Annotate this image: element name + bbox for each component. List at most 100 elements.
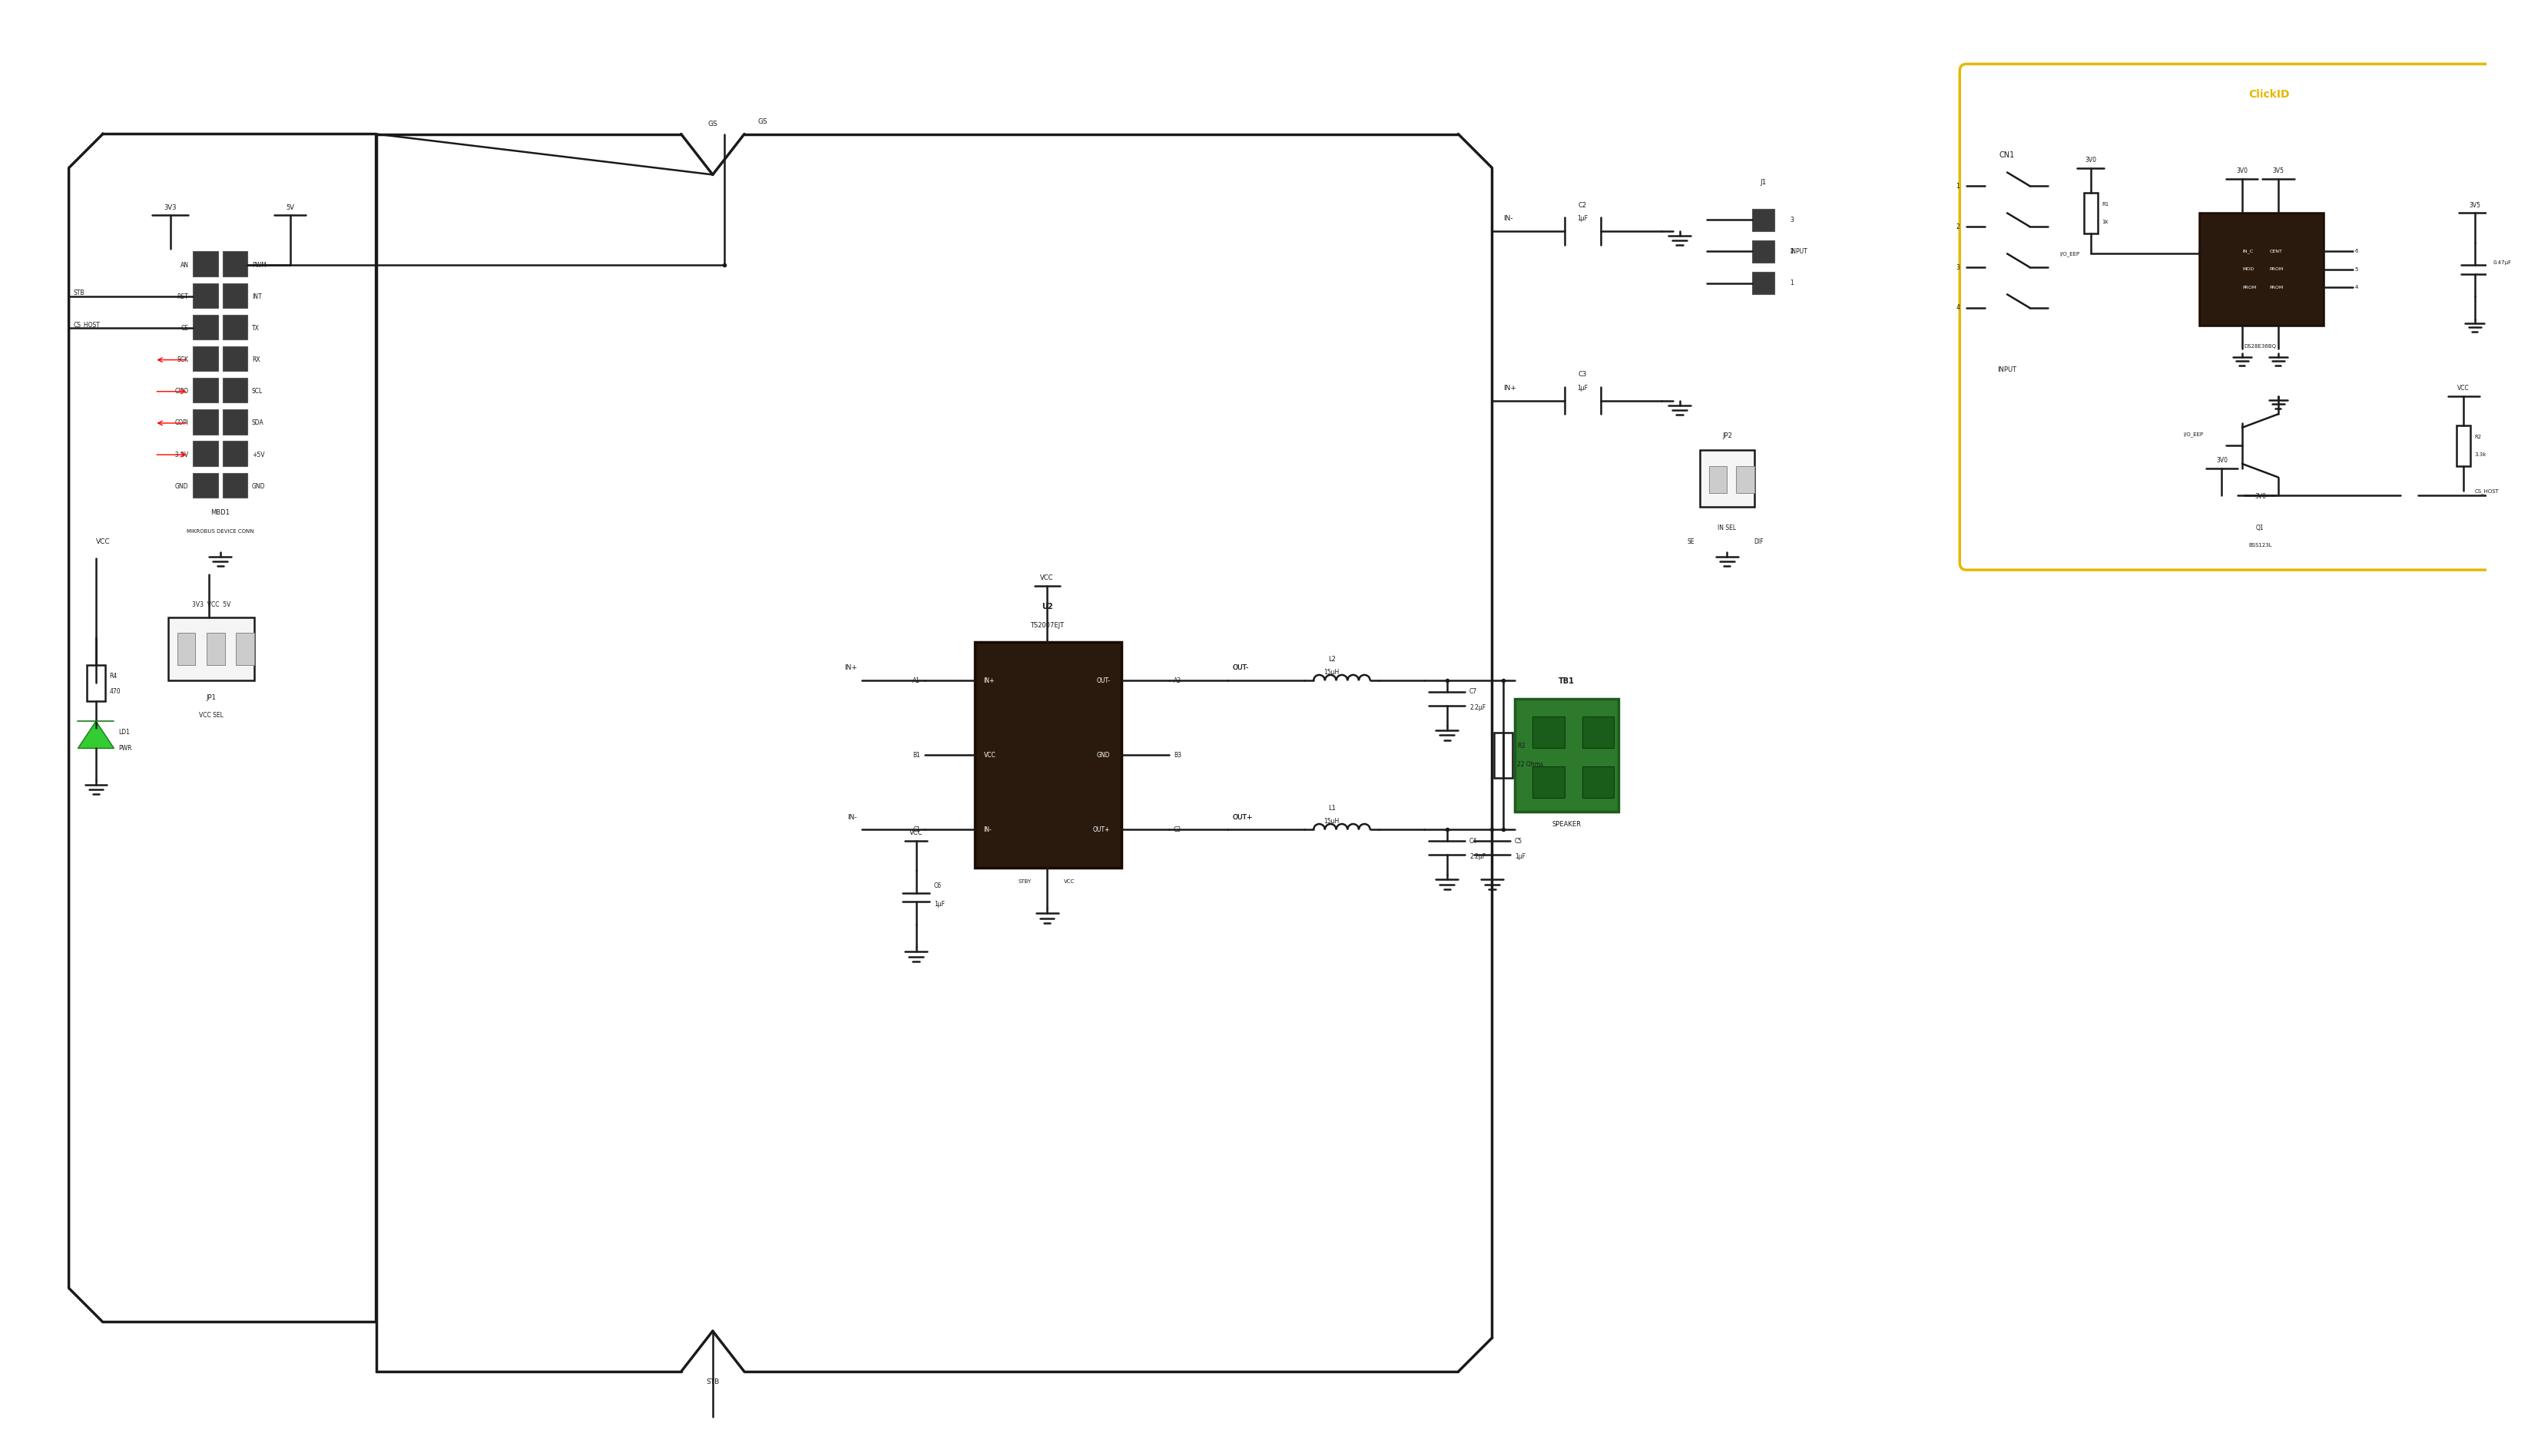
Text: I/O_EEP: I/O_EEP	[2058, 250, 2079, 256]
Text: C4: C4	[1469, 837, 1476, 844]
Bar	[1700, 450, 1753, 507]
Text: TB1: TB1	[1558, 677, 1575, 686]
Text: SE: SE	[1687, 539, 1695, 545]
Text: 3V0: 3V0	[2236, 167, 2249, 175]
Text: 1: 1	[1957, 182, 1959, 189]
Text: PWM: PWM	[252, 262, 267, 268]
Bar	[168, 617, 254, 680]
Text: C2: C2	[1578, 201, 1586, 208]
Text: 0.47μF: 0.47μF	[2493, 261, 2511, 265]
Text: IN+: IN+	[844, 664, 856, 671]
Bar	[224, 282, 246, 307]
Bar	[1494, 732, 1512, 778]
Text: 4: 4	[2356, 285, 2358, 290]
Bar	[1736, 466, 1753, 494]
Text: 2.2μF: 2.2μF	[1469, 705, 1486, 711]
Bar	[1710, 466, 1728, 494]
Text: INT: INT	[252, 293, 262, 300]
Bar	[2457, 425, 2470, 466]
Text: 470: 470	[109, 689, 122, 696]
Polygon shape	[79, 721, 114, 748]
Text: 3: 3	[1791, 217, 1794, 223]
Text: COPI: COPI	[175, 419, 188, 427]
Bar	[2198, 213, 2322, 326]
Text: CN1: CN1	[2000, 151, 2015, 159]
Text: 3V5: 3V5	[2470, 201, 2480, 208]
Text: OUT-: OUT-	[1098, 677, 1110, 684]
Text: VCC: VCC	[1065, 879, 1075, 884]
Text: 3V3: 3V3	[165, 204, 178, 211]
Text: VCC: VCC	[983, 751, 996, 759]
Text: CENT: CENT	[2269, 249, 2282, 253]
Text: VCC: VCC	[910, 830, 922, 836]
Bar	[193, 314, 219, 339]
Text: IN-: IN-	[849, 814, 856, 821]
Text: 15μH: 15μH	[1324, 818, 1339, 826]
Text: J1: J1	[1761, 179, 1766, 186]
Text: 2: 2	[1791, 248, 1794, 255]
Text: TX: TX	[252, 325, 259, 332]
Text: 4: 4	[1957, 304, 1959, 312]
Bar	[224, 473, 246, 498]
Text: A3: A3	[1174, 677, 1182, 684]
Text: 5V: 5V	[287, 204, 295, 211]
Text: C6: C6	[935, 882, 943, 890]
Text: L2: L2	[1329, 655, 1337, 662]
Text: 1: 1	[1791, 280, 1794, 287]
Text: LD1: LD1	[119, 729, 130, 735]
Text: IN-: IN-	[1504, 215, 1512, 223]
Text: PROM: PROM	[2269, 285, 2284, 290]
Text: RX: RX	[252, 357, 259, 364]
Text: CS_HOST: CS_HOST	[2475, 488, 2500, 494]
Text: CS_HOST: CS_HOST	[74, 322, 99, 328]
Text: GND: GND	[252, 483, 264, 489]
Text: IN_C: IN_C	[2241, 249, 2254, 253]
Text: VCC SEL: VCC SEL	[198, 712, 224, 719]
Text: SDA: SDA	[252, 419, 264, 427]
Bar	[193, 379, 219, 403]
Bar	[224, 347, 246, 371]
Text: VCC: VCC	[1039, 574, 1055, 581]
Text: 3.3k: 3.3k	[2475, 453, 2488, 457]
Bar	[193, 347, 219, 371]
Text: GS: GS	[757, 118, 767, 125]
Text: 1μF: 1μF	[1578, 384, 1588, 392]
Text: A1: A1	[912, 677, 920, 684]
Text: GND: GND	[1098, 751, 1110, 759]
Bar	[224, 252, 246, 277]
Text: -3.3V: -3.3V	[173, 451, 188, 459]
Text: STB: STB	[706, 1379, 719, 1385]
Text: OUT+: OUT+	[1093, 826, 1110, 833]
Text: CIPO: CIPO	[175, 389, 188, 395]
Text: INPUT: INPUT	[1791, 248, 1807, 255]
Bar	[236, 633, 254, 665]
Bar	[206, 633, 224, 665]
Text: OUT+: OUT+	[1232, 814, 1253, 821]
Text: U2: U2	[1042, 603, 1052, 610]
Bar	[193, 252, 219, 277]
Text: B3: B3	[1174, 751, 1182, 759]
Text: SCL: SCL	[252, 389, 262, 395]
Text: BSS123L: BSS123L	[2249, 543, 2272, 547]
Bar	[193, 473, 219, 498]
Text: CS: CS	[180, 325, 188, 332]
Text: PWR: PWR	[119, 745, 132, 751]
Text: ClickID: ClickID	[2249, 89, 2289, 99]
Text: 22 Ohms: 22 Ohms	[1517, 760, 1542, 767]
Bar	[224, 409, 246, 434]
Bar	[224, 314, 246, 339]
Text: IN SEL: IN SEL	[1718, 524, 1736, 531]
Text: VCC: VCC	[2457, 384, 2470, 392]
Text: RST: RST	[178, 293, 188, 300]
Text: 5: 5	[2356, 268, 2358, 272]
Text: OUT-: OUT-	[1232, 664, 1248, 671]
Text: OUT-: OUT-	[1232, 664, 1248, 671]
Bar	[193, 441, 219, 466]
Text: INPUT: INPUT	[1997, 367, 2018, 374]
Text: 3V0: 3V0	[2254, 494, 2267, 499]
Text: 3V3  VCC  5V: 3V3 VCC 5V	[191, 601, 231, 609]
Bar	[1751, 240, 1774, 262]
Text: STB: STB	[74, 290, 84, 297]
Text: 3: 3	[1957, 264, 1959, 271]
Text: 1μF: 1μF	[1514, 853, 1525, 860]
